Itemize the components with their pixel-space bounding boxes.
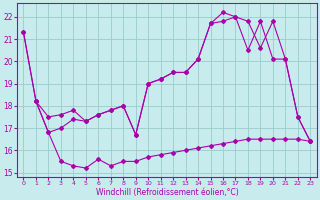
X-axis label: Windchill (Refroidissement éolien,°C): Windchill (Refroidissement éolien,°C) bbox=[96, 188, 238, 197]
